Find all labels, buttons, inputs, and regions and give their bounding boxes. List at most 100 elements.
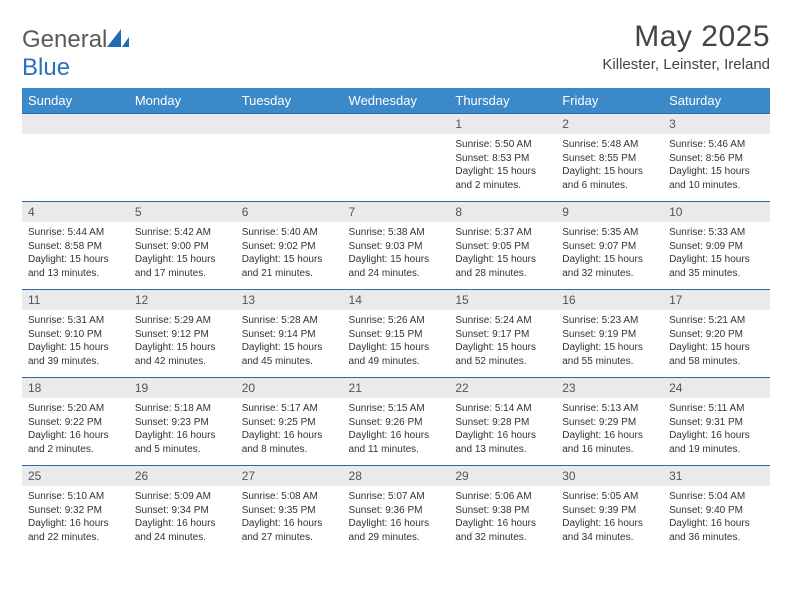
brand-name-b: Blue [22, 54, 70, 81]
day-header: Sunday [22, 88, 129, 114]
daylight-line: Daylight: 15 hours and 21 minutes. [242, 253, 337, 280]
daylight-line: Daylight: 15 hours and 17 minutes. [135, 253, 230, 280]
daylight-line: Daylight: 16 hours and 32 minutes. [455, 517, 550, 544]
day-body [129, 134, 236, 144]
calendar-cell: 10Sunrise: 5:33 AMSunset: 9:09 PMDayligh… [663, 202, 770, 290]
sunset-line: Sunset: 9:38 PM [455, 504, 550, 518]
calendar-page: GeneralBlue May 2025 Killester, Leinster… [0, 0, 792, 564]
sunrise-line: Sunrise: 5:44 AM [28, 226, 123, 240]
day-number: 21 [343, 378, 450, 398]
calendar-cell [129, 114, 236, 202]
daylight-line: Daylight: 15 hours and 6 minutes. [562, 165, 657, 192]
sunset-line: Sunset: 9:03 PM [349, 240, 444, 254]
sunset-line: Sunset: 9:40 PM [669, 504, 764, 518]
daylight-line: Daylight: 16 hours and 16 minutes. [562, 429, 657, 456]
daylight-line: Daylight: 16 hours and 8 minutes. [242, 429, 337, 456]
daylight-line: Daylight: 15 hours and 10 minutes. [669, 165, 764, 192]
calendar-week: 1Sunrise: 5:50 AMSunset: 8:53 PMDaylight… [22, 114, 770, 202]
sunset-line: Sunset: 9:19 PM [562, 328, 657, 342]
daylight-line: Daylight: 16 hours and 19 minutes. [669, 429, 764, 456]
sunset-line: Sunset: 9:22 PM [28, 416, 123, 430]
day-number: 24 [663, 378, 770, 398]
day-body: Sunrise: 5:40 AMSunset: 9:02 PMDaylight:… [236, 222, 343, 286]
calendar-cell: 11Sunrise: 5:31 AMSunset: 9:10 PMDayligh… [22, 290, 129, 378]
title-block: May 2025 Killester, Leinster, Ireland [602, 20, 770, 73]
sunrise-line: Sunrise: 5:33 AM [669, 226, 764, 240]
sunset-line: Sunset: 8:58 PM [28, 240, 123, 254]
day-number: 14 [343, 290, 450, 310]
header: GeneralBlue May 2025 Killester, Leinster… [22, 20, 770, 82]
day-number: 10 [663, 202, 770, 222]
daylight-line: Daylight: 15 hours and 49 minutes. [349, 341, 444, 368]
day-body [236, 134, 343, 144]
day-body: Sunrise: 5:33 AMSunset: 9:09 PMDaylight:… [663, 222, 770, 286]
sunset-line: Sunset: 9:00 PM [135, 240, 230, 254]
sunrise-line: Sunrise: 5:11 AM [669, 402, 764, 416]
day-header: Tuesday [236, 88, 343, 114]
day-body: Sunrise: 5:35 AMSunset: 9:07 PMDaylight:… [556, 222, 663, 286]
day-header: Saturday [663, 88, 770, 114]
day-header: Thursday [449, 88, 556, 114]
sunset-line: Sunset: 9:26 PM [349, 416, 444, 430]
day-number: 27 [236, 466, 343, 486]
day-body: Sunrise: 5:20 AMSunset: 9:22 PMDaylight:… [22, 398, 129, 462]
calendar-cell: 24Sunrise: 5:11 AMSunset: 9:31 PMDayligh… [663, 378, 770, 466]
calendar-cell [22, 114, 129, 202]
location: Killester, Leinster, Ireland [602, 56, 770, 73]
day-number [129, 114, 236, 134]
sunrise-line: Sunrise: 5:15 AM [349, 402, 444, 416]
day-body: Sunrise: 5:18 AMSunset: 9:23 PMDaylight:… [129, 398, 236, 462]
day-number [236, 114, 343, 134]
day-number: 22 [449, 378, 556, 398]
month-title: May 2025 [602, 20, 770, 54]
day-number: 11 [22, 290, 129, 310]
calendar-cell: 23Sunrise: 5:13 AMSunset: 9:29 PMDayligh… [556, 378, 663, 466]
day-number: 3 [663, 114, 770, 134]
daylight-line: Daylight: 15 hours and 55 minutes. [562, 341, 657, 368]
daylight-line: Daylight: 15 hours and 42 minutes. [135, 341, 230, 368]
day-body: Sunrise: 5:26 AMSunset: 9:15 PMDaylight:… [343, 310, 450, 374]
calendar-cell: 5Sunrise: 5:42 AMSunset: 9:00 PMDaylight… [129, 202, 236, 290]
calendar-cell: 13Sunrise: 5:28 AMSunset: 9:14 PMDayligh… [236, 290, 343, 378]
calendar-cell: 26Sunrise: 5:09 AMSunset: 9:34 PMDayligh… [129, 466, 236, 554]
sunrise-line: Sunrise: 5:20 AM [28, 402, 123, 416]
calendar-cell: 17Sunrise: 5:21 AMSunset: 9:20 PMDayligh… [663, 290, 770, 378]
sunset-line: Sunset: 9:15 PM [349, 328, 444, 342]
day-body: Sunrise: 5:09 AMSunset: 9:34 PMDaylight:… [129, 486, 236, 550]
day-body: Sunrise: 5:29 AMSunset: 9:12 PMDaylight:… [129, 310, 236, 374]
day-body: Sunrise: 5:15 AMSunset: 9:26 PMDaylight:… [343, 398, 450, 462]
daylight-line: Daylight: 15 hours and 24 minutes. [349, 253, 444, 280]
calendar-cell: 15Sunrise: 5:24 AMSunset: 9:17 PMDayligh… [449, 290, 556, 378]
calendar-week: 11Sunrise: 5:31 AMSunset: 9:10 PMDayligh… [22, 290, 770, 378]
day-body: Sunrise: 5:13 AMSunset: 9:29 PMDaylight:… [556, 398, 663, 462]
day-body [343, 134, 450, 144]
daylight-line: Daylight: 15 hours and 45 minutes. [242, 341, 337, 368]
day-number: 9 [556, 202, 663, 222]
calendar-cell [343, 114, 450, 202]
day-body: Sunrise: 5:37 AMSunset: 9:05 PMDaylight:… [449, 222, 556, 286]
sunset-line: Sunset: 9:35 PM [242, 504, 337, 518]
calendar-week: 18Sunrise: 5:20 AMSunset: 9:22 PMDayligh… [22, 378, 770, 466]
day-number [22, 114, 129, 134]
calendar-cell: 9Sunrise: 5:35 AMSunset: 9:07 PMDaylight… [556, 202, 663, 290]
daylight-line: Daylight: 16 hours and 22 minutes. [28, 517, 123, 544]
sunset-line: Sunset: 9:17 PM [455, 328, 550, 342]
sunset-line: Sunset: 9:25 PM [242, 416, 337, 430]
day-number: 13 [236, 290, 343, 310]
sunset-line: Sunset: 9:36 PM [349, 504, 444, 518]
day-number: 17 [663, 290, 770, 310]
brand-name-a: General [22, 26, 107, 53]
calendar-cell: 7Sunrise: 5:38 AMSunset: 9:03 PMDaylight… [343, 202, 450, 290]
daylight-line: Daylight: 16 hours and 11 minutes. [349, 429, 444, 456]
day-number: 12 [129, 290, 236, 310]
daylight-line: Daylight: 15 hours and 52 minutes. [455, 341, 550, 368]
daylight-line: Daylight: 16 hours and 36 minutes. [669, 517, 764, 544]
sunset-line: Sunset: 9:23 PM [135, 416, 230, 430]
day-header: Friday [556, 88, 663, 114]
calendar-cell: 14Sunrise: 5:26 AMSunset: 9:15 PMDayligh… [343, 290, 450, 378]
calendar-cell: 16Sunrise: 5:23 AMSunset: 9:19 PMDayligh… [556, 290, 663, 378]
brand-name: GeneralBlue [22, 26, 129, 82]
sunset-line: Sunset: 9:39 PM [562, 504, 657, 518]
day-body: Sunrise: 5:14 AMSunset: 9:28 PMDaylight:… [449, 398, 556, 462]
sunrise-line: Sunrise: 5:06 AM [455, 490, 550, 504]
